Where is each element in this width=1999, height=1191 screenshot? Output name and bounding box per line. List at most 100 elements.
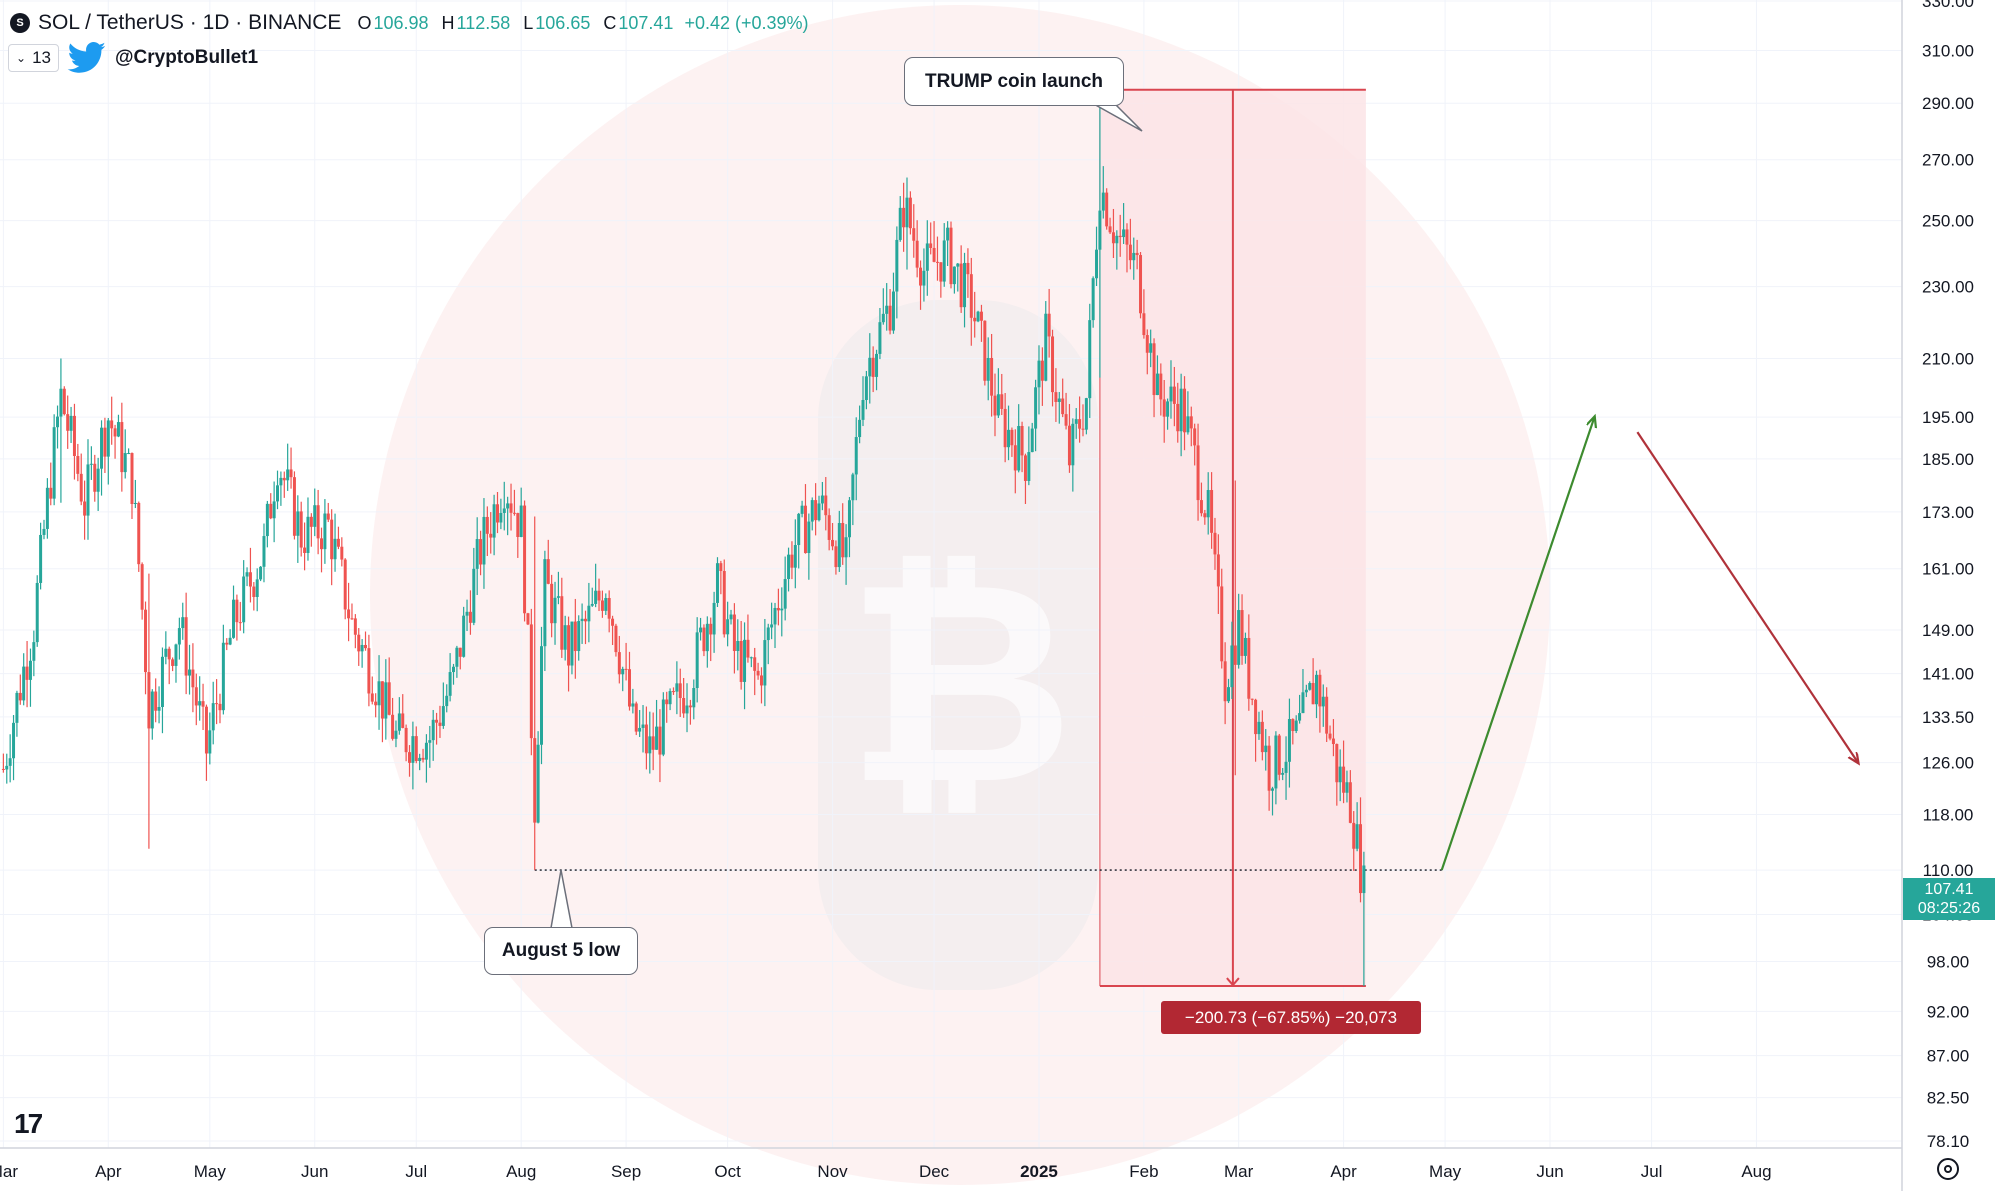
projection-arrows[interactable]: [1440, 417, 1858, 871]
candle-body: [881, 313, 885, 323]
candle-body: [1345, 782, 1349, 793]
candle-body: [367, 648, 371, 694]
august-low-callout[interactable]: August 5 low: [484, 927, 638, 975]
candle-body: [397, 713, 401, 731]
candle-body: [56, 416, 60, 428]
candle-body: [123, 453, 127, 473]
candle-body: [705, 623, 709, 652]
candle-body: [1328, 733, 1332, 739]
candle-body: [387, 682, 391, 715]
last-price-tag[interactable]: 107.41 08:25:26: [1903, 878, 1995, 920]
y-tick-label: 78.10: [1927, 1132, 1970, 1151]
candle-body: [1233, 645, 1237, 665]
candle-body: [946, 227, 950, 241]
price-range-measure[interactable]: [1099, 88, 1366, 988]
candle-body: [567, 625, 571, 666]
candle-body: [878, 322, 882, 354]
candle-body: [587, 605, 591, 622]
candle-body: [766, 627, 770, 641]
y-tick-label: 270.00: [1922, 151, 1974, 170]
candle-body: [631, 703, 635, 707]
x-tick-label: Sep: [611, 1162, 641, 1181]
trump-launch-callout[interactable]: TRUMP coin launch: [904, 57, 1124, 106]
candle-body: [712, 602, 716, 635]
indicator-row: ⌄ 13 @CryptoBullet1: [8, 42, 258, 74]
candle-body: [885, 305, 889, 314]
candle-body: [959, 263, 963, 308]
candle-body: [817, 503, 821, 521]
candle-body: [39, 534, 43, 583]
candle-body: [164, 648, 168, 657]
candle-body: [1057, 398, 1061, 402]
candle-body: [915, 240, 919, 268]
low-value: 106.65: [535, 12, 591, 33]
candle-body: [1034, 387, 1038, 429]
candle-body: [1166, 401, 1170, 417]
candle-body: [529, 624, 533, 739]
candle-body: [83, 501, 87, 516]
candle-body: [638, 727, 642, 732]
candle-body: [262, 536, 266, 567]
candle-body: [89, 463, 93, 465]
candle-body: [72, 415, 76, 457]
candle-body: [854, 437, 858, 475]
candle-body: [204, 706, 208, 754]
candle-body: [42, 528, 46, 535]
settings-gear-icon[interactable]: [1937, 1158, 1959, 1180]
y-tick-label: 230.00: [1922, 278, 1974, 297]
candle-body: [235, 599, 239, 623]
candle-body: [1017, 426, 1021, 471]
candle-body: [699, 627, 703, 633]
x-tick-label: Feb: [1129, 1162, 1158, 1181]
candle-body: [228, 637, 232, 645]
candle-body: [908, 197, 912, 229]
twitter-bird-icon: [67, 42, 106, 73]
projection-arrow-green: [1440, 417, 1595, 871]
symbol-title[interactable]: SOL / TetherUS · 1D · BINANCE: [38, 11, 342, 34]
candle-body: [438, 722, 442, 726]
candle-body: [215, 703, 219, 705]
candle-body: [922, 270, 926, 286]
candle-body: [746, 639, 750, 658]
candle-body: [364, 644, 368, 649]
candle-body: [1362, 865, 1366, 894]
candle-body: [1213, 532, 1217, 555]
indicators-toggle-button[interactable]: ⌄ 13: [8, 44, 59, 72]
candle-body: [177, 628, 181, 645]
candle-body: [553, 597, 557, 624]
candle-body: [468, 611, 472, 623]
candle-body: [898, 207, 902, 240]
candle-body: [1287, 719, 1291, 762]
candle-body: [1064, 414, 1068, 426]
candle-body: [1284, 761, 1288, 773]
tradingview-logo[interactable]: 17: [14, 1108, 43, 1139]
candle-body: [1111, 232, 1115, 244]
candle-body: [516, 513, 520, 538]
candle-body: [255, 579, 259, 597]
candle-body: [1359, 824, 1363, 894]
candle-body: [871, 357, 875, 377]
candle-body: [604, 598, 608, 611]
candle-body: [272, 501, 276, 519]
y-tick-label: 330.00: [1922, 0, 1974, 11]
candle-body: [692, 688, 696, 708]
candle-body: [966, 262, 970, 275]
candle-body: [1199, 500, 1203, 514]
author-handle[interactable]: @CryptoBullet1: [114, 47, 259, 68]
candle-body: [1122, 229, 1126, 238]
measure-result-label[interactable]: −200.73 (−67.85%) −20,073: [1161, 1001, 1421, 1034]
y-tick-label: 290.00: [1922, 94, 1974, 113]
candle-body: [1030, 428, 1034, 453]
candle-body: [1125, 229, 1129, 245]
candle-body: [5, 765, 9, 770]
candle-body: [130, 453, 134, 504]
candle-body: [1227, 687, 1231, 702]
candle-body: [621, 668, 625, 675]
candle-body: [1051, 336, 1055, 393]
candle-body: [191, 669, 195, 688]
change-value: +0.42 (+0.39%): [684, 12, 809, 33]
candle-body: [133, 502, 137, 504]
y-tick-label: 210.00: [1922, 350, 1974, 369]
